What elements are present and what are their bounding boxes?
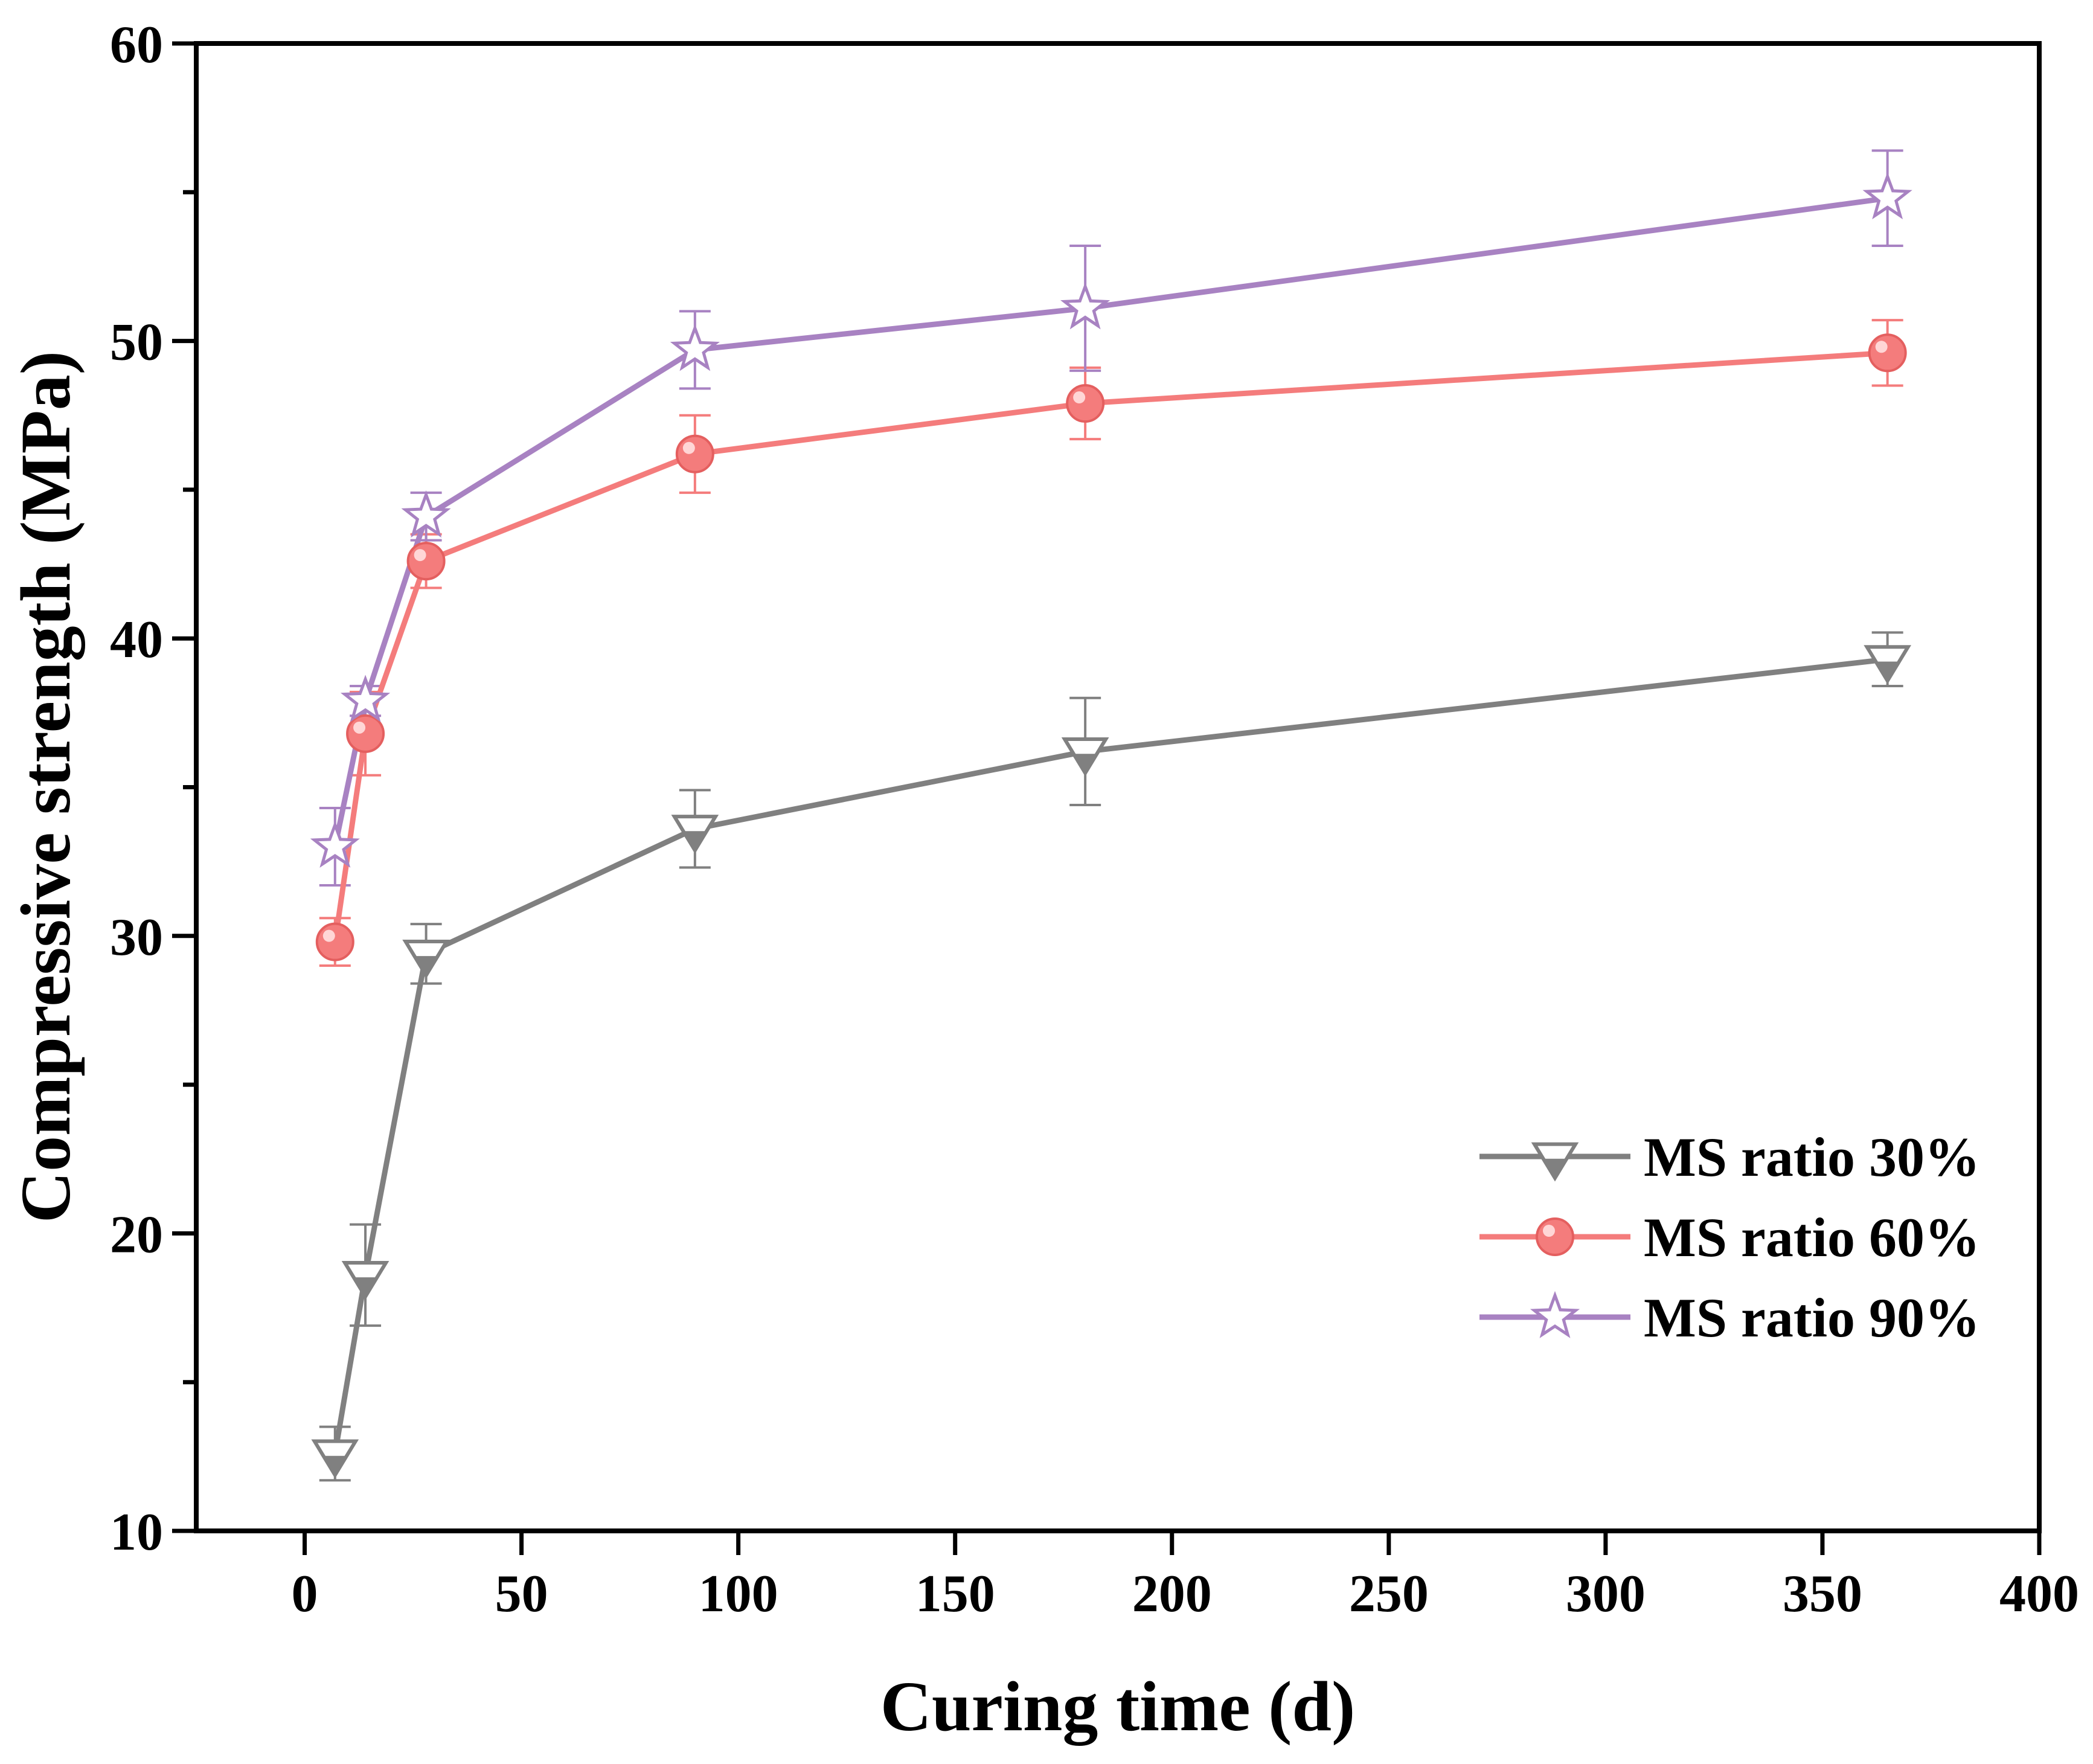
marker-highlight: [1543, 1225, 1555, 1237]
data-point: [340, 675, 391, 722]
marker-body: [1066, 384, 1105, 423]
legend-label: MS ratio 90%: [1644, 1287, 1980, 1349]
series-line-2: [332, 350, 1888, 943]
data-point: [341, 1260, 389, 1300]
x-tick-label: 100: [699, 1565, 778, 1623]
marker-highlight: [414, 549, 426, 562]
data-point: [1060, 282, 1111, 330]
y-axis-ticks: 10 20 30 40 50 60: [110, 16, 196, 1562]
x-tick-label: 0: [292, 1565, 318, 1623]
marker-body: [1868, 333, 1907, 373]
data-point: [670, 324, 720, 371]
error-bars: [319, 149, 1903, 1482]
data-point: [1066, 384, 1105, 423]
x-tick-label: 350: [1783, 1565, 1862, 1623]
marker-fill: [324, 1455, 345, 1473]
data-point: [402, 939, 450, 979]
x-tick-label: 50: [495, 1565, 548, 1623]
legend-marker: [1536, 1217, 1574, 1256]
marker-highlight: [1073, 391, 1086, 404]
marker-fill: [1877, 661, 1898, 679]
legend-marker: [1531, 1142, 1579, 1182]
y-tick-label: 20: [110, 1205, 163, 1264]
legend-marker: [1530, 1291, 1580, 1338]
marker-fill: [1545, 1158, 1565, 1176]
data-point: [401, 490, 451, 538]
x-tick-label: 250: [1349, 1565, 1429, 1623]
y-tick-label: 60: [110, 16, 163, 74]
x-tick-label: 150: [915, 1565, 995, 1623]
x-axis-title: Curing time (d): [880, 1667, 1356, 1746]
marker-highlight: [353, 721, 366, 734]
y-tick-label: 50: [110, 313, 163, 372]
marker-fill: [415, 956, 437, 973]
data-point: [1862, 172, 1912, 220]
legend: MS ratio 30% MS ratio 60% MS ratio 90%: [1479, 1126, 1980, 1349]
marker-body: [315, 922, 354, 961]
data-point: [310, 820, 360, 868]
data-point: [1864, 645, 1911, 685]
data-point: [346, 714, 385, 753]
marker-fill: [1075, 754, 1096, 771]
series-line-1: [332, 656, 1888, 1454]
marker-body: [346, 714, 385, 753]
data-point: [1868, 333, 1907, 373]
marker-body: [1536, 1217, 1574, 1256]
legend-label: MS ratio 30%: [1644, 1126, 1980, 1188]
data-markers: [310, 172, 1912, 1479]
data-point: [406, 542, 446, 581]
legend-label: MS ratio 60%: [1644, 1207, 1980, 1268]
marker-highlight: [682, 441, 695, 454]
y-tick-label: 10: [110, 1503, 163, 1562]
data-point: [315, 922, 354, 961]
marker-body: [406, 542, 446, 581]
marker-body: [675, 434, 714, 473]
marker-fill: [684, 831, 705, 848]
marker-highlight: [322, 929, 335, 942]
x-tick-label: 300: [1566, 1565, 1646, 1623]
data-point: [671, 815, 719, 854]
y-tick-label: 30: [110, 908, 163, 967]
marker-fill: [355, 1277, 376, 1295]
x-tick-label: 200: [1132, 1565, 1212, 1623]
marker-highlight: [1875, 341, 1888, 353]
y-tick-label: 40: [110, 611, 163, 669]
data-point: [1061, 737, 1109, 777]
x-tick-label: 400: [1999, 1565, 2079, 1623]
data-point: [675, 434, 714, 473]
data-point: [311, 1439, 359, 1479]
y-axis-title: Compressive strength (MPa): [6, 351, 85, 1223]
x-axis-ticks: 0 50 100 150 200 250 300 350 400: [292, 1531, 2079, 1623]
